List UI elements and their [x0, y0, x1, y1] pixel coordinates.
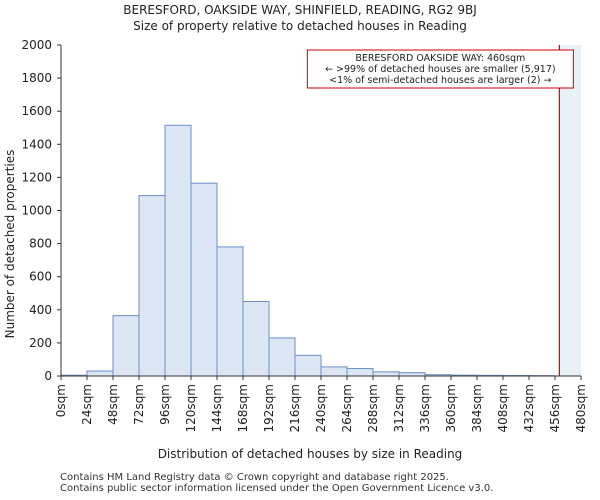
- y-tick-label: 1200: [21, 170, 52, 184]
- bar: [372, 371, 400, 377]
- y-tick-label: 600: [29, 270, 52, 284]
- x-tick-label: 96sqm: [158, 384, 172, 425]
- footer-line-1: Contains HM Land Registry data © Crown c…: [60, 472, 449, 483]
- bar: [320, 366, 348, 377]
- y-tick-label: 1000: [21, 204, 52, 218]
- x-tick-label: 120sqm: [184, 384, 198, 432]
- annotation-box: [306, 49, 574, 89]
- y-tick-label: 400: [29, 303, 52, 317]
- y-tick-label: 2000: [21, 38, 52, 52]
- chart-title-block: BERESFORD, OAKSIDE WAY, SHINFIELD, READI…: [0, 2, 600, 34]
- x-tick-label: 456sqm: [548, 384, 562, 432]
- bar: [138, 195, 166, 377]
- bar: [268, 337, 296, 377]
- x-tick-label: 216sqm: [288, 384, 302, 432]
- y-tick-label: 800: [29, 237, 52, 251]
- y-axis-label: Number of detached properties: [3, 150, 17, 339]
- bar: [346, 368, 374, 377]
- bar: [86, 370, 114, 377]
- x-tick-label: 0sqm: [54, 384, 68, 417]
- x-axis-label: Distribution of detached houses by size …: [158, 447, 463, 461]
- bar: [190, 182, 218, 377]
- x-tick-label: 336sqm: [418, 384, 432, 432]
- x-tick-label: 144sqm: [210, 384, 224, 432]
- highlight-region: [559, 45, 581, 376]
- x-tick-label: 24sqm: [80, 384, 94, 425]
- chart-title: BERESFORD, OAKSIDE WAY, SHINFIELD, READI…: [123, 3, 477, 17]
- x-tick-label: 432sqm: [522, 384, 536, 432]
- x-tick-label: 480sqm: [574, 384, 588, 432]
- bar: [242, 301, 270, 377]
- y-tick-label: 200: [29, 336, 52, 350]
- x-tick-label: 240sqm: [314, 384, 328, 432]
- x-tick-label: 48sqm: [106, 384, 120, 425]
- y-tick-label: 1800: [21, 71, 52, 85]
- footer-line-2: Contains public sector information licen…: [60, 483, 494, 494]
- y-tick-label: 0: [44, 369, 52, 383]
- x-tick-label: 360sqm: [444, 384, 458, 432]
- bar: [294, 354, 322, 377]
- histogram-chart: 0 200 400 600 800 1000 1200 1400 1600 1800 2000 0sq…: [3, 38, 588, 461]
- x-tick-label: 264sqm: [340, 384, 354, 432]
- y-tick-label: 1600: [21, 104, 52, 118]
- x-tick-label: 312sqm: [392, 384, 406, 432]
- x-tick-label: 192sqm: [262, 384, 276, 432]
- y-tick-label: 1400: [21, 137, 52, 151]
- footer: Contains HM Land Registry data © Crown c…: [60, 472, 493, 494]
- bar: [164, 124, 192, 377]
- x-tick-label: 72sqm: [132, 384, 146, 425]
- chart-subtitle: Size of property relative to detached ho…: [133, 19, 467, 33]
- x-tick-label: 168sqm: [236, 384, 250, 432]
- x-tick-label: 288sqm: [366, 384, 380, 432]
- annotation-line: <1% of semi-detached houses are larger (…: [329, 75, 551, 86]
- bar: [216, 246, 244, 377]
- annotation-line: ← >99% of detached houses are smaller (5…: [325, 64, 556, 75]
- x-tick-label: 408sqm: [496, 384, 510, 432]
- bar: [112, 315, 140, 377]
- annotation-line: BERESFORD OAKSIDE WAY: 460sqm: [355, 53, 525, 64]
- x-tick-label: 384sqm: [470, 384, 484, 432]
